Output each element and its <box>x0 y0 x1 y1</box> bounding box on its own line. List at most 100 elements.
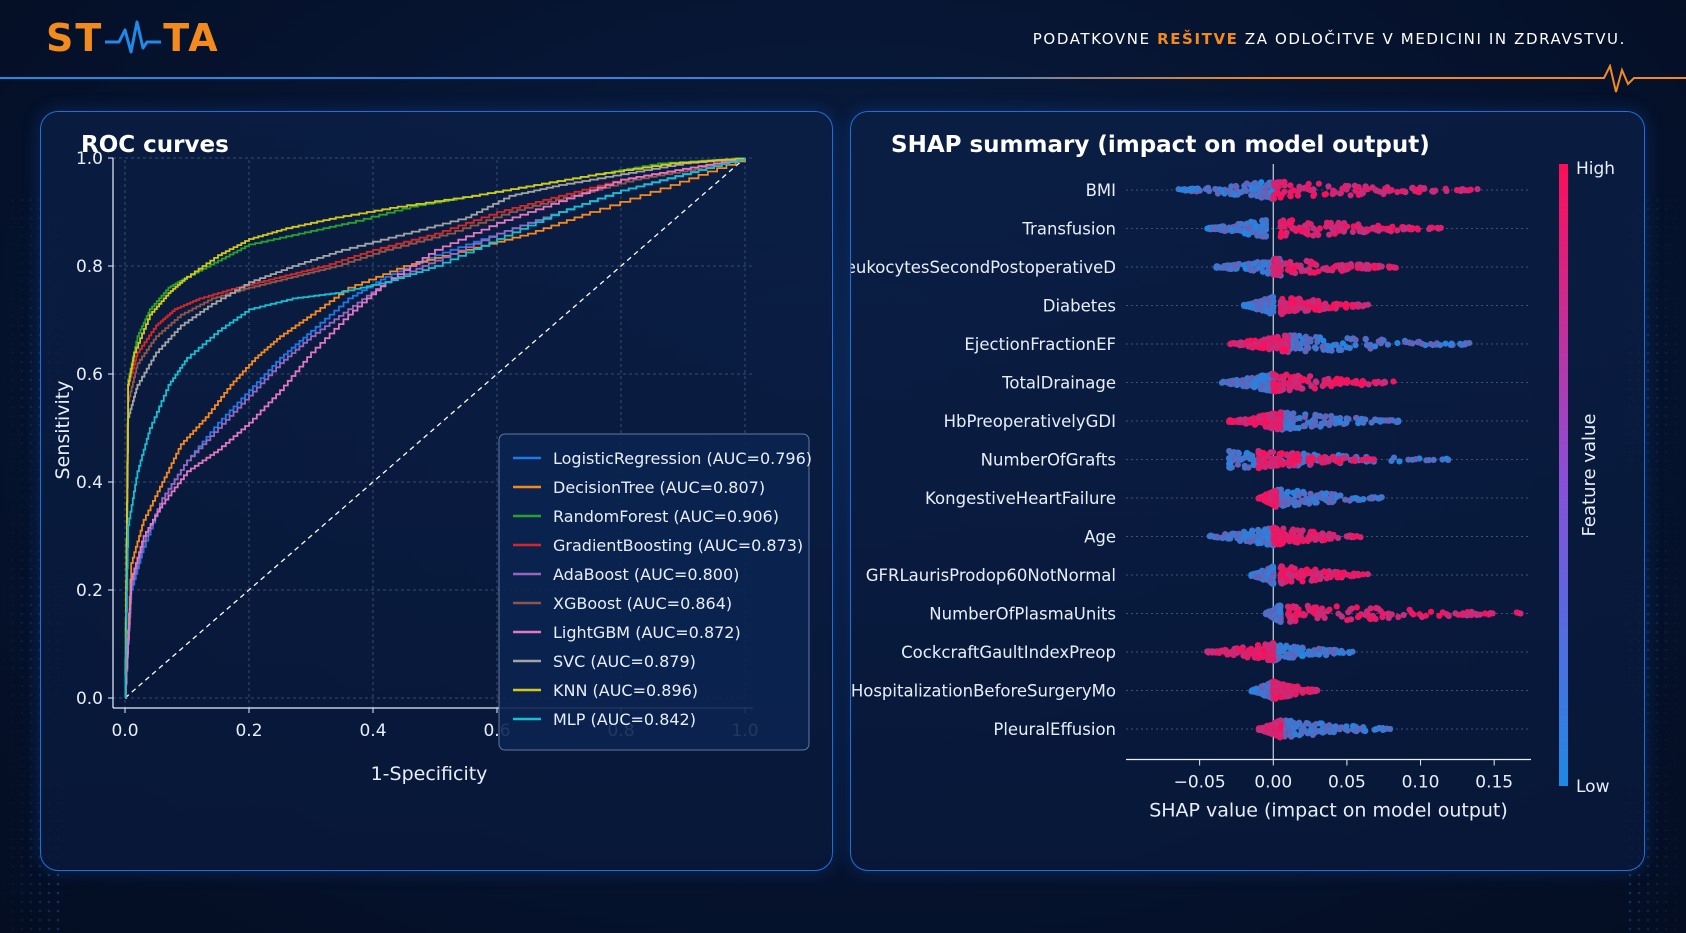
decor-dot <box>1664 837 1668 841</box>
decor-dot <box>1673 414 1677 418</box>
shap-point <box>1277 194 1284 201</box>
decor-dot <box>12 271 15 274</box>
decor-dot <box>1646 792 1650 796</box>
shap-point <box>1393 418 1400 426</box>
roc-x-tick-label: 0.2 <box>235 721 262 741</box>
decor-dot <box>29 378 33 382</box>
shap-point <box>1364 571 1371 578</box>
decor-dot <box>1646 423 1650 427</box>
decor-dot <box>1655 513 1659 517</box>
decor-dot <box>1674 460 1677 463</box>
decor-dot <box>1655 297 1659 301</box>
shap-point <box>1252 223 1259 230</box>
shap-point <box>1385 227 1393 234</box>
decor-dot <box>12 469 15 472</box>
decor-dot <box>1674 271 1677 274</box>
shap-point <box>1291 332 1298 339</box>
decor-dot <box>20 504 24 508</box>
shap-point <box>1313 604 1320 611</box>
decor-dot <box>3 433 6 436</box>
shap-point <box>1268 609 1275 616</box>
shap-point <box>1274 341 1281 348</box>
header-divider-line <box>0 64 1686 93</box>
decor-dot <box>3 775 6 778</box>
decor-dot <box>1646 630 1650 634</box>
shap-point <box>1288 578 1295 585</box>
decor-dot <box>29 702 33 706</box>
shap-point <box>1347 192 1354 199</box>
decor-dot <box>29 603 33 607</box>
decor-dot <box>1664 522 1668 526</box>
decor-dot <box>1655 225 1659 229</box>
decor-dot <box>11 855 15 859</box>
decor-dot <box>29 216 33 220</box>
decor-dot <box>1683 289 1686 292</box>
shap-point <box>1284 266 1292 273</box>
decor-dot <box>1664 216 1668 220</box>
decor-dot <box>1673 927 1677 931</box>
decor-dot <box>1655 351 1659 355</box>
decor-dot <box>1664 513 1668 517</box>
shap-x-tick-label: 0.10 <box>1402 773 1440 793</box>
decor-dot <box>1655 369 1659 373</box>
roc-legend-label: LightGBM (AUC=0.872) <box>553 623 741 642</box>
decor-dot <box>3 298 6 301</box>
shap-point <box>1332 571 1339 578</box>
decor-dot <box>29 342 33 346</box>
decor-dot <box>1646 594 1650 598</box>
shap-point <box>1476 611 1484 618</box>
decor-dot <box>3 523 6 526</box>
decor-dot <box>29 261 33 265</box>
decor-dot <box>1655 738 1659 742</box>
decor-dot <box>1664 711 1668 715</box>
shap-point <box>1280 537 1287 544</box>
decor-dot <box>1655 441 1659 445</box>
decor-dot <box>3 559 6 562</box>
shap-point <box>1310 298 1317 305</box>
shap-point <box>1328 490 1335 498</box>
shap-point <box>1427 608 1435 615</box>
shap-point <box>1258 457 1265 464</box>
decor-dot <box>29 621 33 625</box>
decor-dot <box>1683 748 1686 751</box>
decor-dot <box>1683 451 1686 454</box>
decor-dot <box>1646 513 1650 517</box>
decor-dot <box>1664 306 1668 310</box>
decor-dot <box>11 333 15 337</box>
decor-dot <box>11 351 15 355</box>
decor-dot <box>1655 684 1659 688</box>
shap-point <box>1333 603 1340 610</box>
roc-legend-label: LogisticRegression (AUC=0.796) <box>553 449 812 468</box>
decor-dot <box>1664 684 1668 688</box>
decor-dot <box>1673 387 1677 391</box>
decor-dot <box>1646 648 1650 652</box>
shap-point <box>1302 333 1309 340</box>
shap-point <box>1293 384 1301 391</box>
logo-pulse-icon <box>105 20 162 54</box>
decor-dot <box>1683 613 1686 616</box>
decor-dot <box>11 558 15 562</box>
decor-dot <box>20 252 24 256</box>
decor-dot <box>29 486 33 490</box>
shap-point <box>1306 651 1313 658</box>
shap-point <box>1262 232 1269 239</box>
decor-dot <box>1655 504 1659 508</box>
decor-dot <box>47 927 51 931</box>
shap-point <box>1251 260 1258 267</box>
shap-point <box>1259 647 1267 654</box>
decor-dot <box>1673 684 1677 688</box>
decor-dot <box>11 387 15 391</box>
shap-x-axis-label: SHAP value (impact on model output) <box>1149 800 1508 822</box>
roc-legend <box>498 433 810 751</box>
shap-point <box>1249 344 1256 351</box>
shap-point <box>1278 648 1285 655</box>
decor-dot <box>20 198 24 202</box>
decor-dot <box>20 279 24 283</box>
decor-dot <box>3 739 6 742</box>
decor-dot <box>1664 432 1668 436</box>
shap-point <box>1353 380 1360 387</box>
shap-point <box>1225 534 1232 541</box>
shap-point <box>1353 604 1360 611</box>
shap-point <box>1228 226 1235 233</box>
shap-point <box>1278 580 1286 587</box>
